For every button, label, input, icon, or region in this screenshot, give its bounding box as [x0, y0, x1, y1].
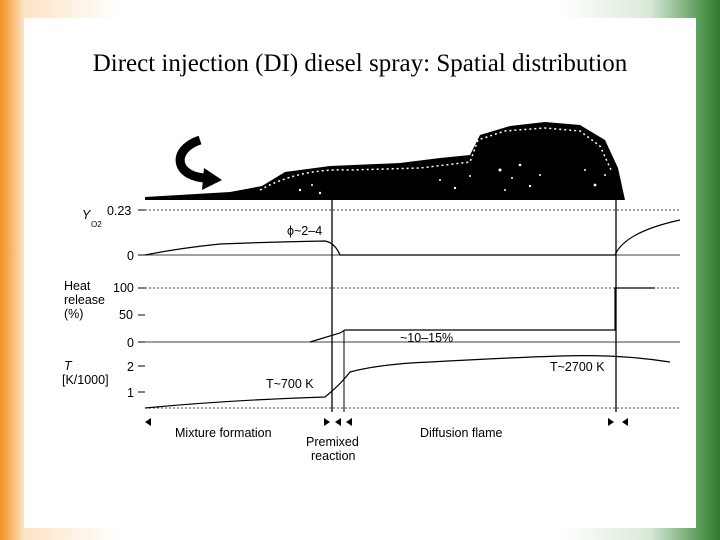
heat-tick-0-label: 0: [127, 336, 134, 350]
temp-tick-2-label: 2: [127, 360, 134, 374]
yo2-tick-zero-label: 0: [127, 249, 134, 263]
yo2-symbol: Y: [82, 208, 92, 222]
slide-title: Direct injection (DI) diesel spray: Spat…: [92, 50, 628, 77]
yo2-subscript: O2: [91, 220, 102, 229]
heat-release-curve: [309, 287, 655, 343]
temperature-curve: [144, 355, 671, 409]
temp-unit: [K/1000]: [62, 373, 109, 387]
spray-plume: [145, 122, 625, 200]
curved-arrow-icon: [175, 135, 222, 190]
heat-label-line2: release: [64, 293, 105, 307]
heat-percent-label: ~10–15%: [400, 331, 453, 345]
slide-background: [24, 18, 696, 528]
yo2-curve: [144, 219, 681, 256]
temp-high-label: T~2700 K: [550, 360, 605, 374]
temp-symbol: T: [64, 359, 73, 373]
yo2-tick-top-label: 0.23: [107, 204, 131, 218]
temp-tick-1-label: 1: [127, 386, 134, 400]
phase-premixed-label-2: reaction: [311, 449, 356, 463]
phase-arrows: [145, 418, 628, 426]
heat-label-line3: (%): [64, 307, 83, 321]
heat-label-line1: Heat: [64, 279, 91, 293]
heat-tick-50-label: 50: [119, 308, 133, 322]
heat-tick-100-label: 100: [113, 281, 134, 295]
phase-premixed-label-1: Premixed: [306, 435, 359, 449]
phase-diffusion-label: Diffusion flame: [420, 426, 502, 440]
phi-label: ϕ~2–4: [287, 224, 322, 238]
temp-low-label: T~700 K: [266, 377, 314, 391]
phase-mixture-label: Mixture formation: [175, 426, 272, 440]
